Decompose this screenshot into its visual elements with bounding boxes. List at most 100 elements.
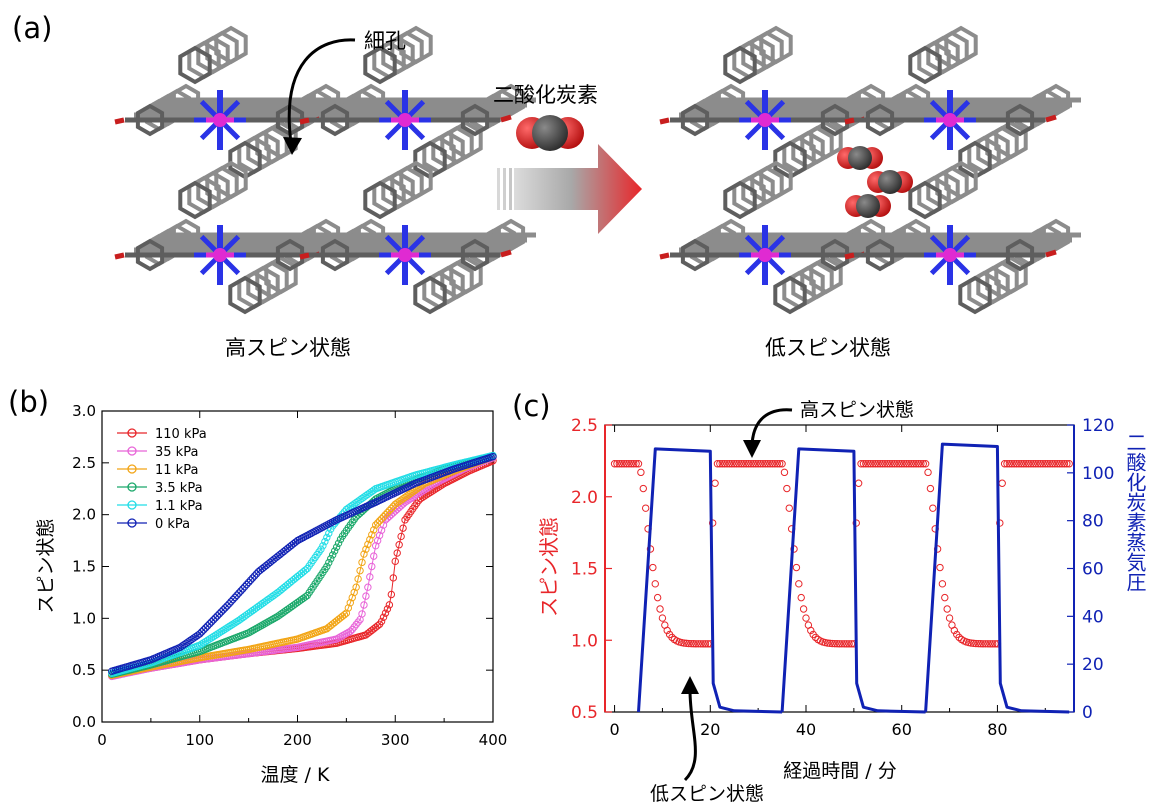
x-tick-label: 20 [700, 720, 720, 739]
spin-data-point [1020, 460, 1028, 468]
spin-data-point [878, 460, 887, 468]
data-point [362, 545, 370, 553]
chart-c-low-spin-annotation: 低スピン状態 [650, 783, 764, 805]
panel-b-label: (b) [8, 385, 49, 419]
spin-data-point [900, 460, 908, 468]
o-bond [844, 252, 855, 260]
data-point [489, 452, 497, 461]
spin-data-point [919, 460, 927, 468]
data-point [397, 532, 405, 541]
ring [820, 238, 850, 272]
data-point [201, 637, 210, 646]
data-point [370, 486, 378, 494]
data-point [368, 531, 376, 539]
spin-data-point [1029, 460, 1038, 468]
spin-data-point [955, 633, 963, 642]
spin-data-point [632, 460, 640, 468]
data-point [387, 504, 396, 513]
data-point [389, 574, 397, 582]
data-point [319, 542, 327, 550]
ring [773, 275, 807, 315]
data-point [370, 526, 378, 534]
spin-data-point [1058, 460, 1066, 468]
spin-data-point [967, 639, 975, 647]
data-point [207, 634, 216, 642]
ring [865, 103, 895, 137]
data-point [225, 600, 233, 608]
spin-data-point [685, 639, 693, 648]
data-point [242, 580, 251, 589]
spin-data-point [663, 626, 671, 635]
spin-data-point [1024, 460, 1033, 468]
data-point [352, 583, 360, 591]
data-point [358, 558, 366, 567]
spin-data-point [1043, 460, 1052, 468]
legend-item: 0 kPa [117, 517, 190, 532]
spin-data-point [921, 460, 930, 468]
spin-data-point [747, 460, 755, 468]
spin-data-point [742, 460, 750, 468]
ring [135, 103, 165, 137]
spin-data-point [799, 605, 808, 613]
spin-data-point [682, 639, 691, 648]
spin-data-point [828, 639, 837, 648]
data-point [377, 617, 386, 626]
left-y-tick-label: 2.0 [571, 488, 598, 508]
chart-c-plot-frame [604, 424, 1075, 713]
data-point [323, 533, 331, 542]
spin-data-point [972, 639, 980, 648]
spin-data-point [1060, 460, 1069, 468]
data-point [373, 519, 382, 527]
spin-data-point [622, 460, 631, 468]
spin-data-point [1048, 460, 1057, 468]
spin-data-point [926, 484, 935, 493]
pressure-line [780, 447, 926, 714]
framework-low-spin-structure [659, 25, 1081, 315]
spin-data-point [620, 460, 628, 468]
data-point [219, 626, 227, 635]
data-point [199, 639, 208, 647]
ring [1005, 103, 1035, 137]
legend-item: 3.5 kPa [117, 481, 203, 496]
spin-data-point [1065, 460, 1073, 468]
data-point [383, 508, 392, 517]
spin-data-point [924, 468, 932, 477]
data-point [364, 583, 372, 591]
spin-data-point [716, 460, 724, 468]
spin-data-point [756, 460, 765, 468]
data-point [366, 535, 374, 544]
spin-data-point [1015, 460, 1023, 468]
spin-data-point [613, 460, 621, 468]
spin-data-point [694, 640, 703, 648]
spin-data-point [866, 460, 875, 468]
spin-data-point [732, 460, 741, 468]
spin-data-point [847, 640, 856, 648]
y-tick-label: 0.5 [72, 661, 96, 679]
data-point [372, 521, 380, 529]
chart-b-x-axis-label: 温度 / K [261, 764, 330, 786]
data-point [205, 620, 214, 628]
data-point [354, 575, 362, 583]
spin-data-point [1022, 460, 1030, 468]
spin-data-point [768, 460, 777, 468]
co2-carbon [856, 194, 880, 218]
ring [135, 238, 165, 272]
ring [723, 45, 757, 85]
data-point [393, 549, 401, 557]
ring [275, 238, 305, 272]
co2-arrow-label: 二酸化炭素 [493, 83, 598, 107]
left-y-tick-label: 2.5 [571, 416, 598, 436]
data-point [301, 566, 310, 574]
data-point [225, 622, 233, 631]
spin-data-point [775, 460, 784, 468]
y-tick-label: 1.5 [72, 558, 96, 576]
data-point [291, 538, 300, 546]
spin-data-point [1032, 460, 1040, 468]
spin-data-point [701, 640, 710, 648]
legend-label: 1.1 kPa [155, 499, 203, 514]
y-tick-label: 2.5 [72, 454, 96, 472]
spin-data-point [627, 460, 636, 468]
chart-b-series [108, 451, 497, 681]
legend-item: 35 kPa [117, 445, 198, 460]
